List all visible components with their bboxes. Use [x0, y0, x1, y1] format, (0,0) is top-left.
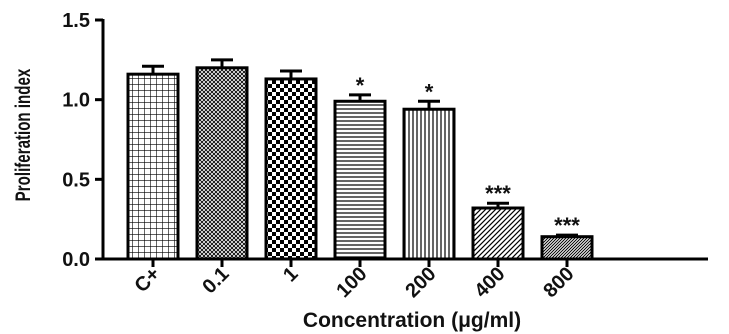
bar — [333, 99, 387, 261]
bar-800: *** — [540, 213, 594, 261]
significance-marker: * — [356, 73, 365, 98]
bar-200: * — [402, 79, 456, 261]
y-axis-title: Proliferation index — [10, 68, 34, 201]
x-tick-label: 0.1 — [198, 263, 233, 298]
bar-C+ — [126, 64, 180, 261]
x-tick-label: 200 — [401, 263, 440, 302]
bar — [264, 77, 318, 261]
bar-400: *** — [471, 181, 525, 261]
significance-marker: *** — [554, 213, 580, 238]
y-axis: 0.0 0.5 1.0 1.5 — [62, 10, 105, 271]
bars-group: * ******* — [126, 58, 594, 261]
y-tick-label: 0.0 — [62, 249, 90, 271]
y-tick-label: 1.5 — [62, 10, 90, 32]
bar-100: * — [333, 73, 387, 261]
bar — [540, 235, 594, 261]
x-axis-title: Concentration (μg/ml) — [303, 309, 521, 332]
x-tick-label: 400 — [470, 263, 509, 302]
bar — [402, 107, 456, 261]
x-tick-label: C+ — [131, 263, 165, 297]
bar — [126, 72, 180, 261]
significance-marker: * — [425, 79, 434, 104]
x-tick-label: 800 — [539, 263, 578, 302]
bar — [471, 206, 525, 261]
significance-marker: *** — [485, 181, 511, 206]
bar-1 — [264, 69, 318, 261]
y-tick-label: 1.0 — [62, 90, 90, 112]
y-tick-label: 0.5 — [62, 169, 90, 191]
bar-0.1 — [195, 58, 249, 261]
x-tick-label: 100 — [332, 263, 371, 302]
bar — [195, 66, 249, 261]
x-axis: C+ 0.1 1 100 200 400 800 — [102, 257, 708, 302]
